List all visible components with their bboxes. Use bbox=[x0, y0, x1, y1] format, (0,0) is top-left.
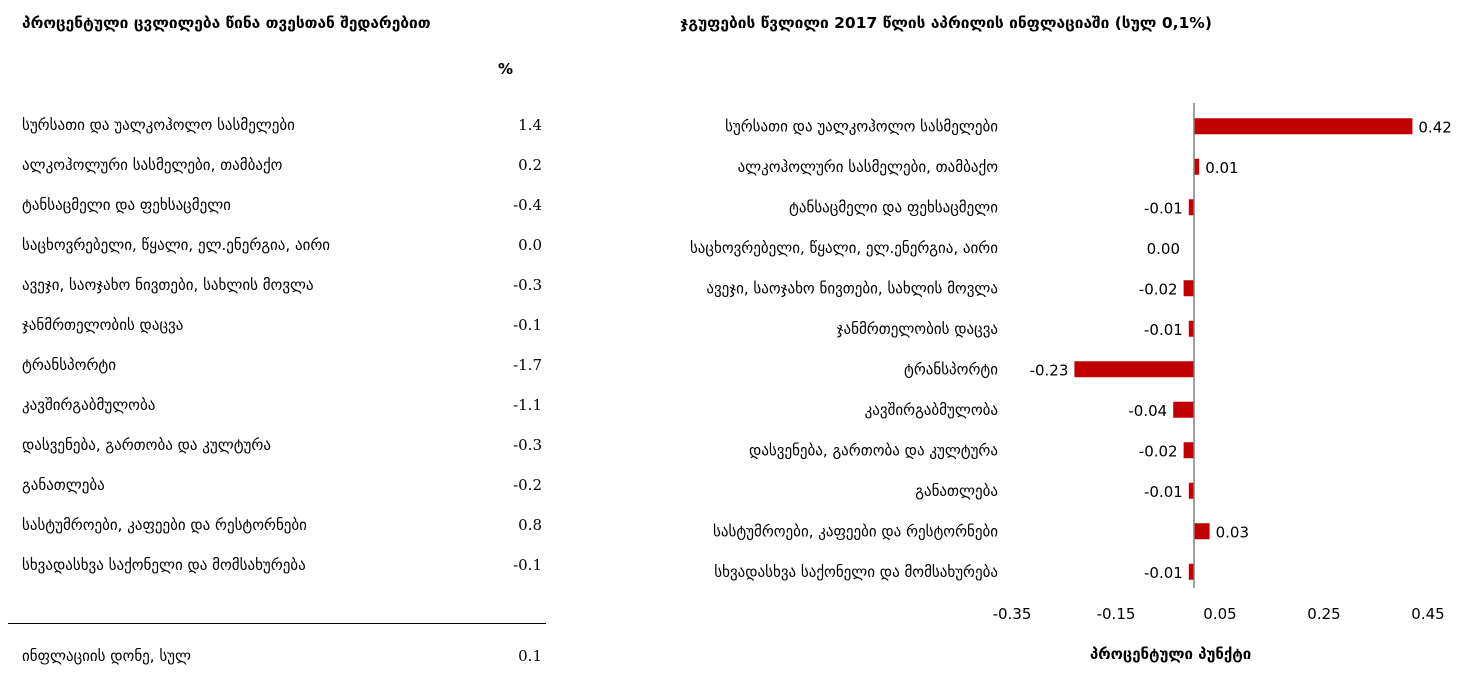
table-unit: % bbox=[498, 60, 514, 78]
data-label: -0.01 bbox=[1144, 564, 1183, 582]
table-title: პროცენტული ცვლილება წინა თვესთან შედარებ… bbox=[22, 14, 431, 32]
table-row: დასვენება, გართობა და კულტურა -0.3 bbox=[22, 425, 542, 465]
row-label: კავშირგაბმულობა bbox=[22, 396, 156, 414]
row-label: ტანსაცმელი და ფეხსაცმელი bbox=[22, 196, 231, 214]
category-label: ჯანმრთელობის დაცვა bbox=[837, 320, 998, 338]
bar bbox=[1074, 361, 1194, 378]
chart-title: ჯგუფების წვლილი 2017 წლის აპრილის ინფლაც… bbox=[680, 14, 1212, 32]
table-row: სურსათი და უალკოჰოლო სასმელები 1.4 bbox=[22, 105, 542, 145]
x-tick-label: 0.05 bbox=[1203, 605, 1236, 623]
row-label: სასტუმროები, კაფეები და რესტორნები bbox=[22, 516, 307, 534]
row-label: განათლება bbox=[22, 476, 105, 494]
table-row: ავეჯი, საოჯახო ნივთები, სახლის მოვლა -0.3 bbox=[22, 265, 542, 305]
x-tick-label: 0.25 bbox=[1307, 605, 1340, 623]
row-value: -1.7 bbox=[513, 356, 542, 374]
category-label: განათლება bbox=[915, 482, 998, 500]
row-value: -0.4 bbox=[513, 196, 542, 214]
data-label: -0.01 bbox=[1144, 483, 1183, 501]
table-row: ტრანსპორტი -1.7 bbox=[22, 345, 542, 385]
table-row: საცხოვრებელი, წყალი, ელ.ენერგია, აირი 0.0 bbox=[22, 225, 542, 265]
table-row: ჯანმრთელობის დაცვა -0.1 bbox=[22, 305, 542, 345]
table-row: კავშირგაბმულობა -1.1 bbox=[22, 385, 542, 425]
row-label: დასვენება, გართობა და კულტურა bbox=[22, 436, 271, 454]
category-label: დასვენება, გართობა და კულტურა bbox=[749, 441, 998, 459]
category-label: ალკოჰოლური სასმელები, თამბაქო bbox=[738, 158, 999, 176]
data-label: -0.01 bbox=[1144, 321, 1183, 339]
row-label: ავეჯი, საოჯახო ნივთები, სახლის მოვლა bbox=[22, 276, 314, 294]
row-value: -0.1 bbox=[513, 316, 542, 334]
table-row: სასტუმროები, კაფეები და რესტორნები 0.8 bbox=[22, 505, 542, 545]
category-label: კავშირგაბმულობა bbox=[865, 401, 998, 419]
category-label: ავეჯი, საოჯახო ნივთები, სახლის მოვლა bbox=[706, 279, 998, 297]
data-label: 0.01 bbox=[1205, 159, 1238, 177]
category-label: საცხოვრებელი, წყალი, ელ.ენერგია, აირი bbox=[690, 239, 998, 257]
row-value: -0.2 bbox=[513, 476, 542, 494]
row-label: სურსათი და უალკოჰოლო სასმელები bbox=[22, 116, 295, 134]
total-label: ინფლაციის დონე, სულ bbox=[22, 647, 191, 665]
data-label: -0.04 bbox=[1128, 402, 1167, 420]
category-label: ტანსაცმელი და ფეხსაცმელი bbox=[789, 198, 998, 216]
bar bbox=[1188, 320, 1194, 337]
row-value: 0.8 bbox=[518, 516, 542, 534]
table-row: სხვადასხვა საქონელი და მომსახურება -0.1 bbox=[22, 545, 542, 585]
total-value: 0.1 bbox=[518, 647, 542, 665]
table-row: განათლება -0.2 bbox=[22, 465, 542, 505]
row-value: 0.2 bbox=[518, 156, 542, 174]
table-row: ტანსაცმელი და ფეხსაცმელი -0.4 bbox=[22, 185, 542, 225]
data-label: 0.42 bbox=[1418, 118, 1451, 136]
total-row: ინფლაციის დონე, სულ 0.1 bbox=[22, 636, 542, 676]
category-label: სხვადასხვა საქონელი და მომსახურება bbox=[714, 563, 998, 581]
row-label: ტრანსპორტი bbox=[22, 356, 116, 374]
x-tick-label: -0.15 bbox=[1097, 605, 1136, 623]
category-label: სურსათი და უალკოჰოლო სასმელები bbox=[725, 117, 998, 135]
row-label: ჯანმრთელობის დაცვა bbox=[22, 316, 184, 334]
bar bbox=[1173, 401, 1194, 418]
x-tick-label: 0.45 bbox=[1411, 605, 1444, 623]
row-value: -1.1 bbox=[513, 396, 542, 414]
bar bbox=[1183, 442, 1194, 459]
data-label: -0.02 bbox=[1139, 280, 1178, 298]
data-label: -0.23 bbox=[1030, 361, 1069, 379]
row-value: 0.0 bbox=[518, 236, 542, 254]
total-divider bbox=[8, 623, 546, 624]
x-axis-label: პროცენტული პუნქტი bbox=[1090, 645, 1252, 663]
data-label: 0.03 bbox=[1216, 523, 1249, 541]
contribution-chart: სურსათი და უალკოჰოლო სასმელები 0.42 ალკოჰო… bbox=[690, 103, 1452, 623]
bar bbox=[1194, 118, 1413, 135]
inflation-table: პროცენტული ცვლილება წინა თვესთან შედარებ… bbox=[0, 0, 560, 669]
bar bbox=[1183, 280, 1194, 297]
table-row: ალკოჰოლური სასმელები, თამბაქო 0.2 bbox=[22, 145, 542, 185]
row-value: -0.1 bbox=[513, 556, 542, 574]
row-value: -0.3 bbox=[513, 276, 542, 294]
data-label: -0.01 bbox=[1144, 199, 1183, 217]
bar bbox=[1194, 523, 1210, 540]
bar bbox=[1194, 158, 1200, 175]
row-value: -0.3 bbox=[513, 436, 542, 454]
row-label: ალკოჰოლური სასმელები, თამბაქო bbox=[22, 156, 283, 174]
row-label: სხვადასხვა საქონელი და მომსახურება bbox=[22, 556, 306, 574]
data-label: -0.02 bbox=[1139, 442, 1178, 460]
bar bbox=[1188, 482, 1194, 499]
bar bbox=[1188, 563, 1194, 580]
data-label: 0.00 bbox=[1147, 240, 1180, 258]
bar bbox=[1188, 199, 1194, 216]
x-tick-label: -0.35 bbox=[993, 605, 1032, 623]
category-label: ტრანსპორტი bbox=[904, 360, 998, 378]
row-label: საცხოვრებელი, წყალი, ელ.ენერგია, აირი bbox=[22, 236, 331, 254]
row-value: 1.4 bbox=[518, 116, 542, 134]
category-label: სასტუმროები, კაფეები და რესტორნები bbox=[713, 522, 998, 540]
